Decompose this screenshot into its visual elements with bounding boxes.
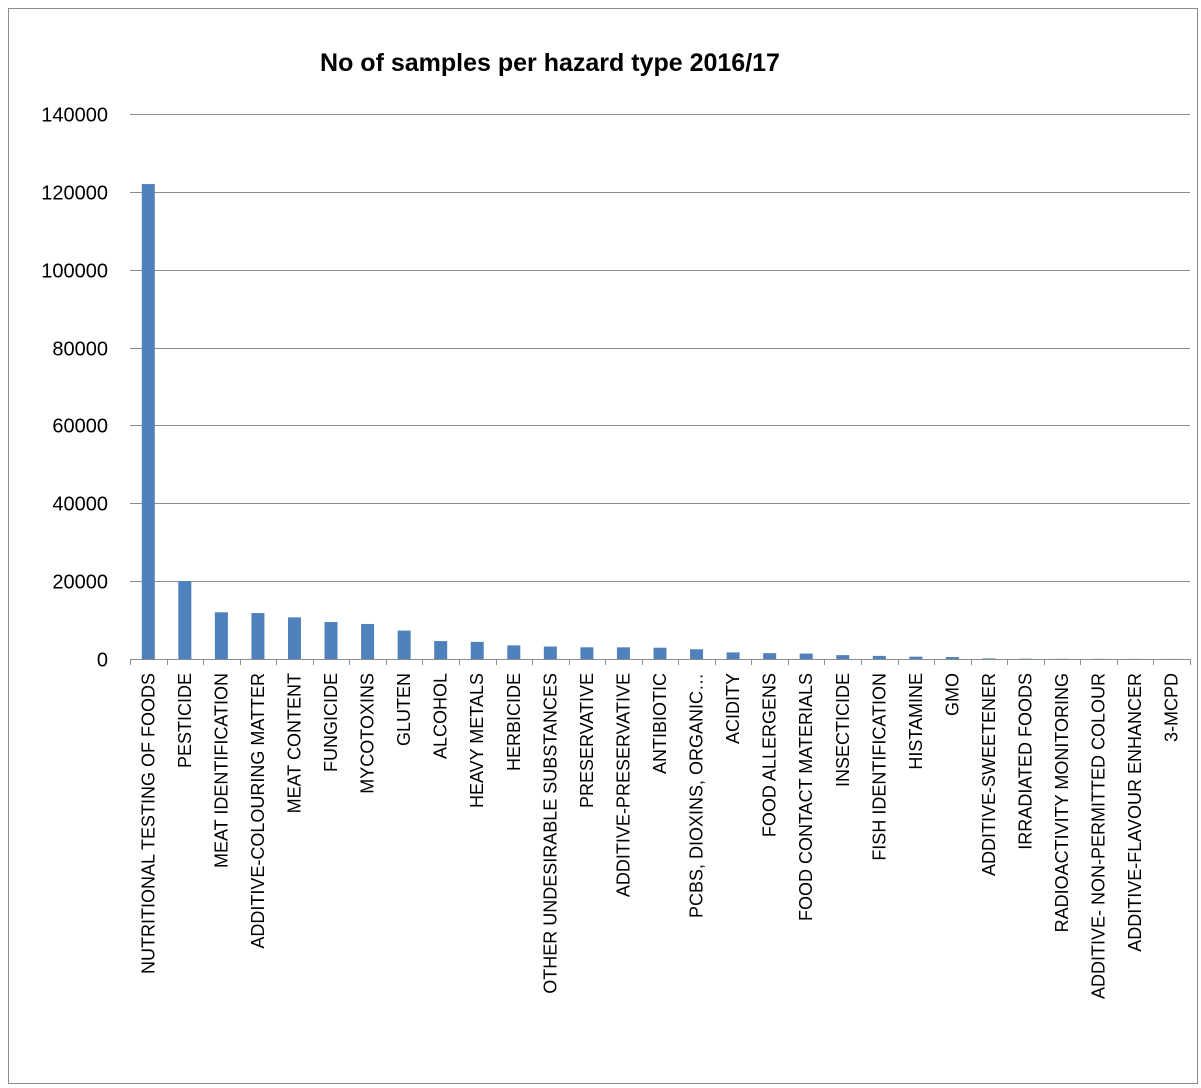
x-category-label: MYCOTOXINS (358, 673, 378, 794)
x-category-label: HEAVY METALS (467, 673, 487, 808)
bar (763, 653, 777, 659)
y-tick-label: 60000 (52, 416, 108, 438)
y-tick-label: 20000 (52, 572, 108, 594)
bar (251, 613, 265, 659)
x-category-label: ADDITIVE-COLOURING MATTER (248, 673, 268, 949)
bar (141, 184, 155, 659)
x-category-label: GLUTEN (394, 673, 414, 746)
bar (470, 641, 484, 659)
bar (909, 656, 923, 659)
bars (141, 184, 1179, 660)
x-category-label: FOOD CONTACT MATERIALS (796, 673, 816, 921)
x-category-label: HERBICIDE (504, 673, 524, 771)
bar (178, 581, 192, 659)
x-axis (130, 659, 1191, 665)
gridlines (130, 114, 1190, 582)
chart-frame: No of samples per hazard type 2016/17 (8, 8, 1198, 1084)
bar (726, 652, 740, 659)
bar (397, 630, 411, 659)
bar (580, 647, 594, 659)
bar (836, 655, 850, 659)
x-category-label: ADDITIVE-PRESERVATIVE (613, 673, 633, 897)
x-category-label: IRRADIATED FOODS (1016, 673, 1036, 850)
bar (543, 646, 557, 659)
x-category-label: MEAT CONTENT (284, 673, 304, 813)
bar (324, 622, 338, 659)
y-tick-label: 0 (97, 650, 108, 672)
x-category-label: INSECTICIDE (833, 673, 853, 787)
bar (982, 658, 996, 659)
x-category-label: ADDITIVE- NON-PERMITTED COLOUR (1089, 673, 1109, 999)
x-category-label: ADDITIVE-FLAVOUR ENHANCER (1125, 673, 1145, 952)
y-tick-label: 80000 (52, 339, 108, 361)
bar (690, 649, 704, 659)
bar (616, 647, 630, 659)
x-category-label: ALCOHOL (431, 673, 451, 759)
y-tick-label: 40000 (52, 494, 108, 516)
x-axis-category-labels: NUTRITIONAL TESTING OF FOODS PESTICIDE MEA… (138, 673, 1181, 999)
bar (653, 647, 667, 659)
x-category-label: NUTRITIONAL TESTING OF FOODS (138, 673, 158, 974)
x-category-label: MEAT IDENTIFICATION (211, 673, 231, 868)
y-axis-tick-labels: 0 20000 40000 60000 80000 100000 120000 140000 (41, 105, 108, 672)
bar (361, 623, 375, 659)
x-category-label: PESTICIDE (175, 673, 195, 768)
chart-title: No of samples per hazard type 2016/17 (320, 49, 780, 77)
y-tick-label: 140000 (41, 105, 108, 127)
bar (945, 657, 959, 659)
x-category-label: ADDITIVE-SWEETENER (979, 673, 999, 876)
x-category-label: PRESERVATIVE (577, 673, 597, 808)
x-category-label: FISH IDENTIFICATION (869, 673, 889, 861)
bar (799, 653, 813, 659)
bar (287, 617, 301, 659)
y-tick-label: 120000 (41, 183, 108, 205)
x-category-label: PCBS, DIOXINS, ORGANIC… (687, 673, 707, 918)
x-category-label: 3-MCPD (1162, 673, 1182, 742)
bar (872, 655, 886, 659)
bar (434, 641, 448, 659)
x-category-label: RADIOACTIVITY MONITORING (1052, 673, 1072, 932)
x-category-label: HISTAMINE (906, 673, 926, 770)
bar (214, 612, 228, 659)
x-category-label: OTHER UNDESIRABLE SUBSTANCES (540, 673, 560, 994)
x-category-label: GMO (942, 673, 962, 716)
x-category-label: FUNGICIDE (321, 673, 341, 772)
x-category-label: FOOD ALLERGENS (760, 673, 780, 837)
bar (507, 645, 521, 660)
y-tick-label: 100000 (41, 261, 108, 283)
x-category-label: ACIDITY (723, 673, 743, 744)
x-category-label: ANTIBIOTIC (650, 673, 670, 774)
